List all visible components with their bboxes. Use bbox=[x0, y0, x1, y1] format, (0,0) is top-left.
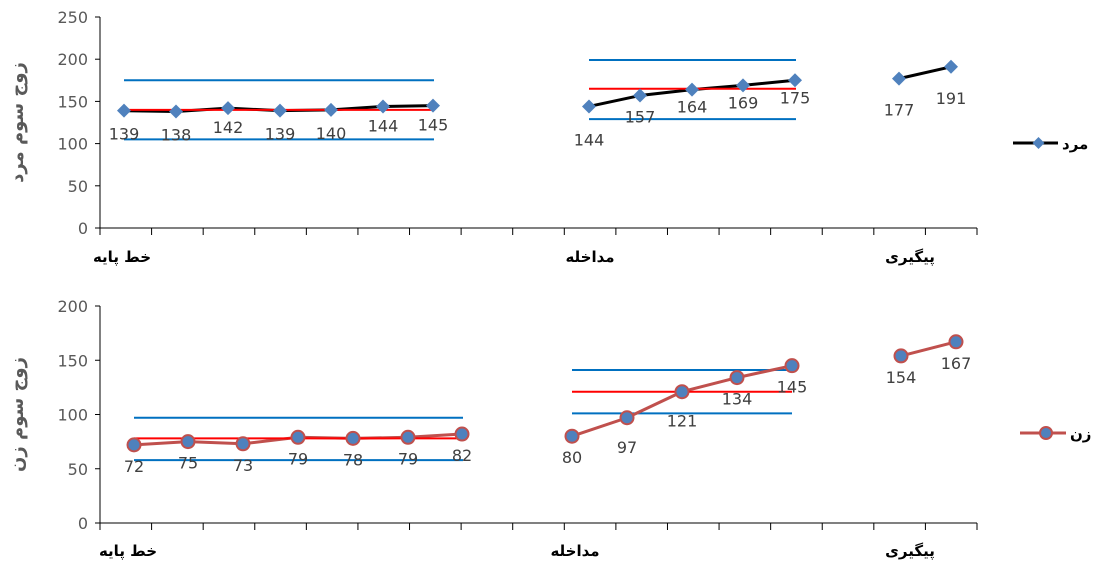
y-tick-label: 50 bbox=[68, 177, 88, 196]
data-label: 79 bbox=[288, 449, 308, 468]
data-point bbox=[235, 436, 251, 452]
data-label: 142 bbox=[213, 118, 244, 137]
data-label: 79 bbox=[398, 449, 418, 468]
data-point bbox=[273, 103, 287, 118]
data-point bbox=[729, 370, 745, 386]
legend-marker bbox=[1032, 137, 1045, 149]
data-point bbox=[345, 430, 361, 446]
x-category-label: خط پایه bbox=[99, 542, 157, 561]
data-point bbox=[426, 98, 440, 113]
data-label: 72 bbox=[124, 457, 144, 476]
chart-0: 0 50 100 150 200 250 خط پایه مداخله پیگیری زوج سو… bbox=[7, 8, 1088, 267]
y-tick-label: 100 bbox=[57, 135, 88, 154]
data-label: 139 bbox=[109, 125, 140, 144]
data-label: 191 bbox=[936, 89, 967, 108]
data-point bbox=[633, 88, 647, 103]
data-point bbox=[126, 437, 142, 453]
x-category-label: پیگیری bbox=[885, 248, 935, 267]
data-label: 73 bbox=[233, 456, 253, 475]
data-point bbox=[180, 434, 196, 450]
y-tick-label: 150 bbox=[57, 351, 88, 370]
data-point bbox=[564, 428, 580, 444]
data-label: 144 bbox=[368, 116, 399, 135]
data-label: 82 bbox=[452, 446, 472, 465]
data-point bbox=[944, 59, 958, 74]
y-tick-label: 200 bbox=[57, 50, 88, 69]
legend-label: مرد bbox=[1062, 135, 1088, 153]
data-label: 164 bbox=[677, 98, 708, 117]
y-tick-label: 250 bbox=[57, 8, 88, 27]
x-category-label: خط پایه bbox=[93, 248, 151, 267]
y-tick-label: 0 bbox=[78, 219, 88, 238]
data-point bbox=[169, 104, 183, 119]
data-label: 167 bbox=[941, 354, 972, 373]
data-point bbox=[117, 103, 131, 118]
data-point bbox=[674, 384, 690, 400]
data-point bbox=[893, 348, 909, 364]
data-label: 154 bbox=[886, 368, 917, 387]
data-point bbox=[619, 410, 635, 426]
data-label: 75 bbox=[178, 454, 198, 473]
chart-1: 0 50 100 150 200 خط پایه مداخله پیگیری زوج سوم ز… bbox=[7, 297, 1091, 561]
y-tick-label: 100 bbox=[57, 406, 88, 425]
data-label: 140 bbox=[316, 124, 347, 143]
data-point bbox=[685, 82, 699, 97]
y-axis-title: زوج سوم زن bbox=[7, 357, 28, 472]
series-line bbox=[900, 340, 957, 358]
data-label: 78 bbox=[343, 450, 363, 469]
x-category-label: پیگیری bbox=[885, 542, 935, 561]
data-label: 157 bbox=[625, 107, 656, 126]
data-point bbox=[948, 334, 964, 350]
x-category-label: مداخله bbox=[550, 542, 599, 560]
data-point bbox=[290, 429, 306, 445]
data-label: 134 bbox=[722, 390, 753, 409]
data-label: 80 bbox=[562, 448, 582, 467]
data-label: 144 bbox=[574, 130, 605, 149]
data-point bbox=[892, 71, 906, 86]
data-label: 145 bbox=[418, 116, 449, 135]
data-point bbox=[376, 99, 390, 114]
data-label: 177 bbox=[884, 101, 915, 120]
y-tick-label: 200 bbox=[57, 297, 88, 316]
data-point bbox=[400, 429, 416, 445]
data-label: 97 bbox=[617, 438, 637, 457]
data-point bbox=[582, 99, 596, 114]
y-tick-label: 50 bbox=[68, 460, 88, 479]
data-label: 169 bbox=[728, 93, 759, 112]
y-tick-label: 0 bbox=[78, 514, 88, 533]
data-label: 138 bbox=[161, 126, 192, 145]
series-line bbox=[898, 65, 952, 81]
y-tick-label: 150 bbox=[57, 92, 88, 111]
legend-label: زن bbox=[1070, 425, 1091, 443]
y-axis-title: زوج سوم مرد bbox=[7, 62, 28, 183]
data-label: 139 bbox=[265, 125, 296, 144]
data-point bbox=[324, 102, 338, 117]
data-label: 175 bbox=[780, 88, 811, 107]
data-label: 145 bbox=[777, 378, 808, 397]
legend-marker bbox=[1039, 426, 1053, 440]
data-point bbox=[788, 73, 802, 88]
data-point bbox=[454, 426, 470, 442]
data-point bbox=[784, 358, 800, 374]
data-point bbox=[736, 78, 750, 93]
data-label: 121 bbox=[667, 412, 698, 431]
x-category-label: مداخله bbox=[565, 248, 614, 266]
data-point bbox=[221, 101, 235, 116]
